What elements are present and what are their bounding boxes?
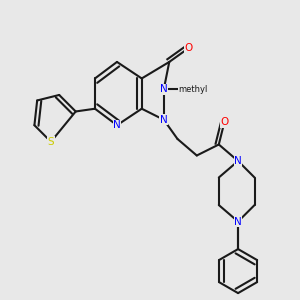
Text: O: O (184, 43, 193, 53)
Text: N: N (160, 85, 168, 94)
Text: N: N (234, 217, 242, 226)
Text: N: N (160, 115, 168, 125)
Text: N: N (234, 156, 242, 166)
Text: O: O (220, 118, 228, 128)
Text: N: N (113, 120, 121, 130)
Text: S: S (48, 137, 54, 147)
Text: methyl: methyl (178, 85, 207, 94)
